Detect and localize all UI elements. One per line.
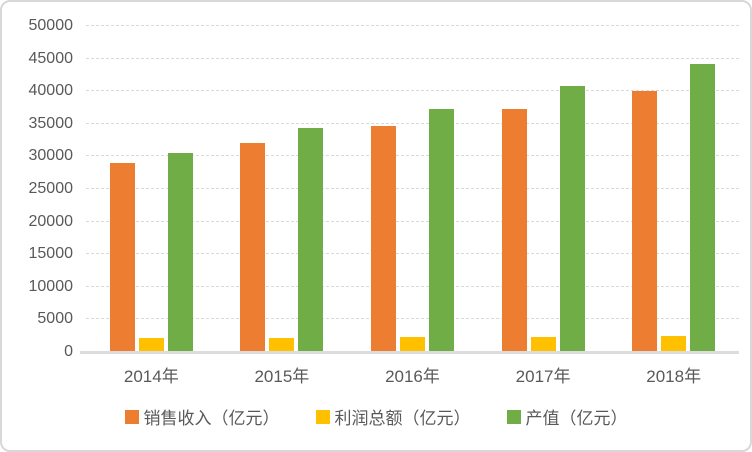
gridline-50000 — [86, 25, 739, 26]
bar-产值（亿元）-2017年 — [559, 85, 585, 352]
bar-利润总额（亿元）-2016年 — [399, 337, 425, 352]
bar-销售收入（亿元）-2014年 — [109, 162, 135, 352]
legend-item: 产值（亿元） — [506, 404, 628, 429]
bar-销售收入（亿元）-2015年 — [240, 142, 266, 352]
gridline-35000 — [86, 122, 739, 124]
bar-利润总额（亿元）-2018年 — [661, 336, 687, 352]
gridline-45000 — [86, 57, 739, 59]
y-tick-label: 20000 — [28, 212, 74, 230]
gridline-5000 — [86, 318, 739, 320]
legend-label: 销售收入（亿元） — [143, 409, 280, 428]
gridline-15000 — [86, 253, 739, 255]
bars-layer — [86, 26, 739, 352]
category-group-2018年 — [608, 26, 739, 352]
legend-item: 销售收入（亿元） — [124, 404, 280, 429]
bar-产值（亿元）-2015年 — [298, 127, 324, 352]
bar-销售收入（亿元）-2017年 — [501, 108, 527, 352]
gridline-40000 — [86, 90, 739, 92]
x-axis-label: 2015年 — [254, 367, 310, 386]
category-group-2016年 — [347, 26, 478, 352]
x-axis-line — [80, 351, 739, 354]
y-tick-label: 25000 — [28, 180, 74, 197]
y-tick-label: 10000 — [28, 277, 74, 295]
y-tick-label: 0 — [64, 343, 73, 360]
y-tick-label: 5000 — [37, 310, 73, 328]
legend-swatch-icon — [315, 409, 330, 424]
category-group-2017年 — [478, 26, 609, 352]
y-tick-label: 15000 — [28, 245, 74, 263]
y-tick-label: 30000 — [28, 147, 74, 165]
legend-swatch-icon — [124, 409, 139, 424]
bar-销售收入（亿元）-2016年 — [370, 126, 396, 352]
category-group-2015年 — [217, 26, 348, 352]
gridline-20000 — [86, 220, 739, 222]
x-axis-label: 2018年 — [646, 367, 702, 386]
x-axis-label: 2014年 — [123, 367, 179, 386]
legend-label: 产值（亿元） — [525, 409, 628, 428]
y-tick-label: 45000 — [28, 49, 74, 67]
gridline-10000 — [86, 285, 739, 287]
chart-legend: 销售收入（亿元） 利润总额（亿元） 产值（亿元） — [2, 404, 750, 429]
plot-area: 0 5000 10000 15000 20000 25000 30000 35000 40000… — [29, 18, 739, 360]
y-tick-label: 40000 — [28, 82, 74, 100]
bar-产值（亿元）-2018年 — [690, 63, 716, 352]
bar-产值（亿元）-2016年 — [428, 108, 454, 352]
legend-swatch-icon — [506, 409, 521, 424]
legend-label: 利润总额（亿元） — [334, 409, 471, 428]
bar-利润总额（亿元）-2017年 — [530, 337, 556, 352]
bar-利润总额（亿元）-2015年 — [269, 337, 295, 352]
legend-item: 利润总额（亿元） — [315, 404, 471, 429]
y-tick-label: 35000 — [28, 114, 74, 132]
bar-产值（亿元）-2014年 — [167, 152, 193, 352]
x-axis-labels: 2014年 2015年 2016年 2017年 2018年 — [86, 362, 739, 387]
x-axis-label: 2016年 — [385, 367, 440, 386]
x-axis-label: 2017年 — [515, 367, 571, 386]
gridline-25000 — [86, 188, 739, 189]
y-tick-label: 50000 — [28, 17, 74, 34]
gridline-30000 — [86, 155, 739, 157]
bar-销售收入（亿元）-2018年 — [632, 91, 658, 352]
category-group-2014年 — [86, 26, 217, 352]
bar-利润总额（亿元）-2014年 — [138, 338, 164, 352]
